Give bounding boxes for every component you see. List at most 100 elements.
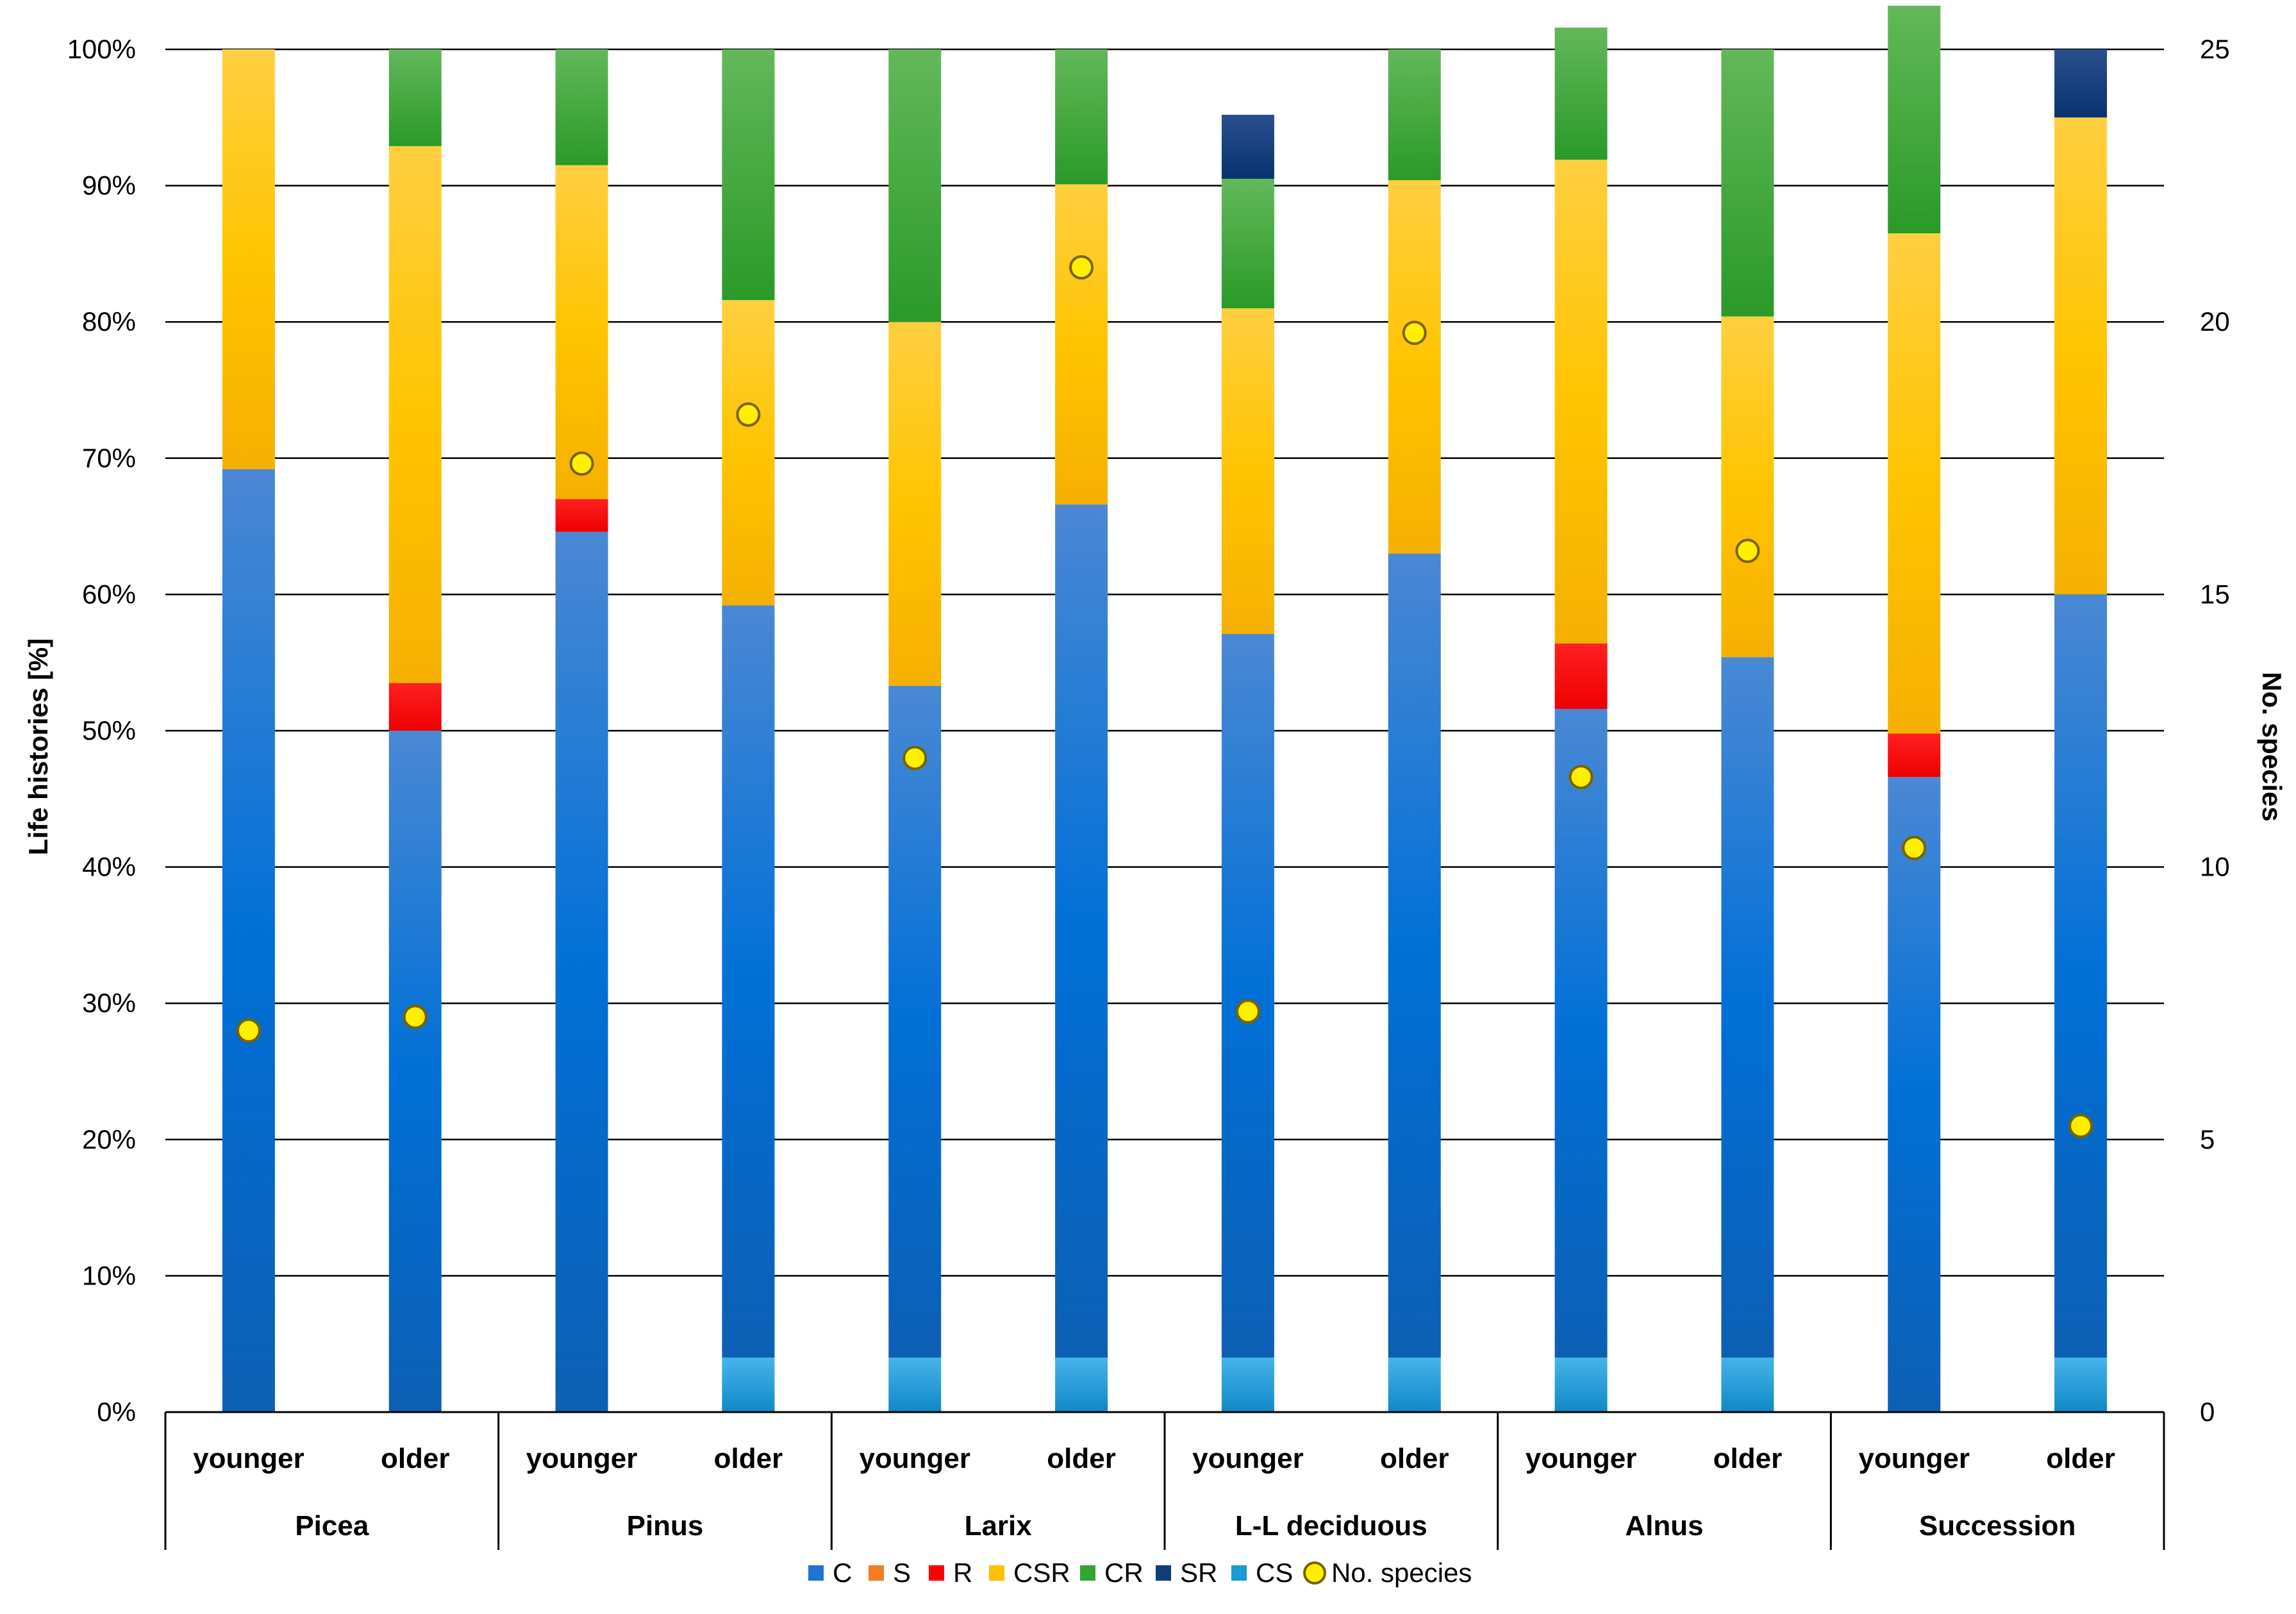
- bar-segment-csr: [1888, 233, 1941, 734]
- bar-segment-cr: [1888, 5, 1941, 234]
- bar-stack: [1554, 27, 1608, 1412]
- bar-segment-cs: [1721, 1357, 1774, 1412]
- y2-tick-label: 10: [2200, 852, 2230, 882]
- bar-segment-cr: [1055, 49, 1108, 185]
- species-count-marker: [403, 1004, 428, 1029]
- y-tick-label: 50%: [82, 715, 136, 745]
- y-tick-label: 70%: [82, 443, 136, 473]
- y2-axis-title: No. species: [2257, 672, 2287, 821]
- axes: [164, 1411, 2165, 1550]
- bar-segment-cr: [555, 49, 608, 165]
- species-count-marker: [1235, 999, 1260, 1024]
- subcategory-label: younger: [1526, 1443, 1637, 1474]
- bar-segment-cs: [1554, 1357, 1608, 1412]
- bar-stack: [1221, 115, 1274, 1412]
- legend-entry: CS: [1231, 1558, 1293, 1588]
- species-count-marker: [569, 451, 594, 476]
- bar-segment-c: [1721, 657, 1774, 1358]
- legend-swatch: [1231, 1565, 1247, 1581]
- legend-swatch: [869, 1565, 884, 1581]
- legend-label: CR: [1104, 1558, 1144, 1588]
- subcategory-label: younger: [1858, 1443, 1970, 1474]
- bar-stack: [2054, 49, 2108, 1412]
- species-count-marker: [236, 1018, 261, 1043]
- y-tick-label: 60%: [82, 579, 136, 609]
- bar-segment-c: [555, 531, 608, 1412]
- legend-swatch: [808, 1565, 824, 1581]
- legend-entry: S: [869, 1558, 911, 1588]
- y-tick-label: 10%: [82, 1260, 136, 1290]
- y-tick-label: 30%: [82, 988, 136, 1018]
- bar-segment-csr: [1554, 160, 1608, 644]
- species-count-marker: [2068, 1113, 2093, 1138]
- legend-label: No. species: [1331, 1558, 1472, 1588]
- bar-segment-c: [2054, 594, 2108, 1358]
- legend-entry: CR: [1080, 1558, 1144, 1588]
- bar-stack: [222, 49, 275, 1412]
- subcategory-label: younger: [859, 1443, 970, 1474]
- group-label: Succession: [1919, 1510, 2076, 1542]
- bar-segment-c: [1221, 634, 1274, 1358]
- y2-tick-label: 15: [2200, 579, 2230, 609]
- bar-segment-c: [1388, 553, 1441, 1358]
- bar-segment-r: [555, 499, 608, 532]
- y-axis-title: Life histories [%]: [23, 638, 53, 855]
- bar-segment-cr: [722, 49, 775, 301]
- legend-label: SR: [1180, 1558, 1217, 1588]
- group-label: Larix: [965, 1510, 1033, 1542]
- bar-segment-r: [1888, 733, 1941, 778]
- bar-stack: [388, 49, 442, 1412]
- bar-segment-cr: [388, 49, 442, 146]
- bar-segment-csr: [388, 146, 442, 683]
- bar-stack: [888, 49, 942, 1412]
- bar-stack: [555, 49, 608, 1412]
- bar-segment-c: [222, 469, 275, 1412]
- species-count-marker: [1069, 255, 1094, 280]
- bar-segment-cr: [1721, 49, 1774, 317]
- bar-stack: [722, 49, 775, 1412]
- y-tick-label: 20%: [82, 1124, 136, 1154]
- y-tick-label: 0%: [97, 1397, 136, 1427]
- bar-segment-csr: [1388, 180, 1441, 554]
- y2-axis-tick-labels: 0 5 10 15 20 25: [2200, 34, 2230, 1427]
- group-label: Alnus: [1625, 1510, 1703, 1542]
- bar-segment-csr: [2054, 117, 2108, 595]
- bar-segment-csr: [1221, 308, 1274, 635]
- bar-segment-cs: [1388, 1357, 1441, 1412]
- y-tick-label: 80%: [82, 306, 136, 337]
- bar-segment-cr: [1388, 49, 1441, 181]
- y-tick-label: 100%: [67, 34, 136, 64]
- bar-stack: [1888, 5, 1941, 1412]
- bar-segment-csr: [722, 300, 775, 606]
- species-markers: [236, 255, 2093, 1138]
- bar-segment-csr: [555, 165, 608, 499]
- legend: C S R CSR CR SR CS No. species: [808, 1558, 1472, 1588]
- bar-segment-sr: [2054, 49, 2108, 118]
- species-count-marker: [1568, 765, 1593, 790]
- legend-swatch: [989, 1565, 1004, 1581]
- y-tick-label: 40%: [82, 852, 136, 882]
- category-labels: younger older younger older younger older youn…: [193, 1443, 2115, 1542]
- legend-label: CSR: [1013, 1558, 1070, 1588]
- bar-segment-cs: [1055, 1357, 1108, 1412]
- species-count-marker: [1902, 835, 1927, 860]
- subcategory-label: younger: [193, 1443, 304, 1474]
- bar-segment-c: [388, 731, 442, 1412]
- legend-entry: C: [808, 1558, 852, 1588]
- species-count-marker: [1402, 320, 1427, 345]
- bar-segment-cr: [1554, 27, 1608, 160]
- bars: [222, 5, 2108, 1412]
- legend-entry: R: [929, 1558, 972, 1588]
- y2-tick-label: 5: [2200, 1124, 2215, 1154]
- y2-tick-label: 20: [2200, 306, 2230, 337]
- legend-label: R: [953, 1558, 972, 1588]
- subcategory-label: older: [1047, 1443, 1116, 1474]
- y2-tick-label: 0: [2200, 1397, 2215, 1427]
- bar-segment-csr: [1055, 184, 1108, 505]
- y2-tick-label: 25: [2200, 34, 2230, 64]
- bar-segment-c: [888, 685, 942, 1358]
- bar-segment-cr: [888, 49, 942, 322]
- legend-label: S: [893, 1558, 911, 1588]
- bar-segment-c: [1055, 504, 1108, 1358]
